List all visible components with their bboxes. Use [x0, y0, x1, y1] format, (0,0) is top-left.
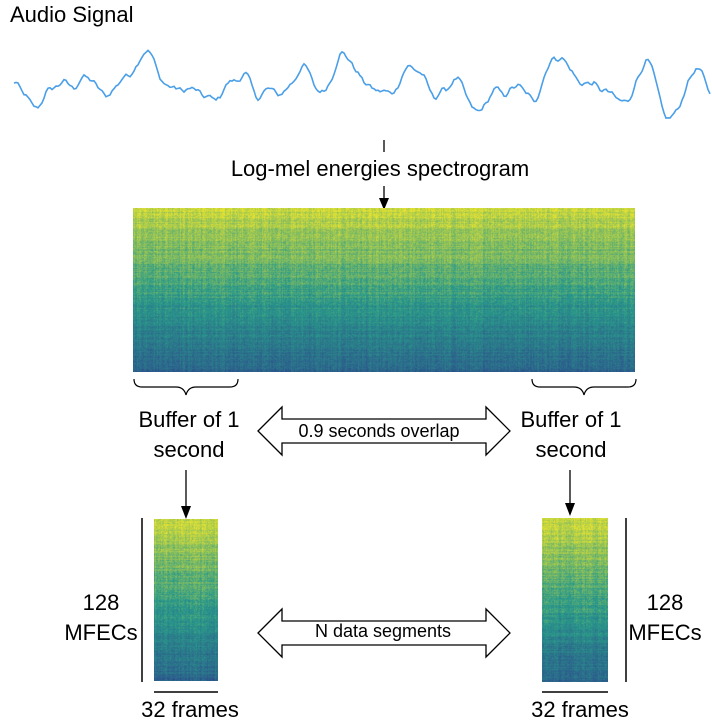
- right-mfec-segment: [542, 518, 608, 682]
- left-mfec-line1: 128: [82, 590, 120, 615]
- left-mfec-line2: MFECs: [64, 620, 138, 645]
- right-mfec-line1: 128: [646, 590, 684, 615]
- spectrogram-label: Log-mel energies spectrogram: [230, 156, 530, 181]
- spectrogram-arrow-head: [379, 198, 389, 210]
- right-buffer-line2: second: [535, 437, 607, 462]
- left-buffer-label: Buffer of 1 second: [114, 405, 264, 465]
- audio-waveform: [13, 49, 711, 119]
- right-buffer-arrow-head: [565, 503, 575, 516]
- segments-label: N data segments: [314, 621, 452, 641]
- right-mfec-line2: MFECs: [628, 620, 702, 645]
- left-buffer-brace: [133, 378, 239, 396]
- right-buffer-brace: [531, 378, 637, 396]
- left-frames-label: 32 frames: [141, 697, 239, 722]
- left-mfec-segment: [154, 519, 218, 681]
- left-mfec-label: 128 MFECs: [46, 588, 156, 648]
- segments-double-arrow: [257, 607, 511, 659]
- overlap-double-arrow: [257, 405, 511, 457]
- right-buffer-line1: Buffer of 1: [520, 407, 622, 432]
- right-frames-label: 32 frames: [531, 697, 629, 722]
- left-buffer-arrow-head: [181, 506, 191, 519]
- left-buffer-line1: Buffer of 1: [138, 407, 240, 432]
- overlap-label: 0.9 seconds overlap: [298, 421, 460, 441]
- left-buffer-line2: second: [153, 437, 225, 462]
- right-buffer-label: Buffer of 1 second: [496, 405, 646, 465]
- right-mfec-label: 128 MFECs: [610, 588, 712, 648]
- audio-signal-title: Audio Signal: [10, 2, 134, 27]
- log-mel-spectrogram: [133, 208, 635, 372]
